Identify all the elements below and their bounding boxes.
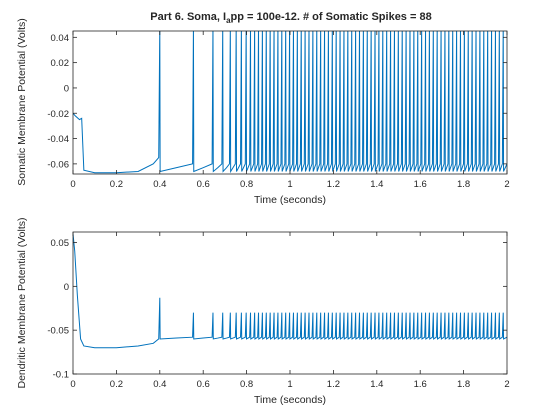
soma-ticks: 0 0.2 0.4 0.6 0.8 1 1.2 1.4 1.6 1.8 2 -0.06 -0.04 -0.… — [47, 31, 510, 190]
soma-x-tick-label: 1.2 — [327, 179, 340, 190]
dendrite-x-tick-label: 1 — [287, 379, 292, 390]
soma-y-tick-label: -0.04 — [47, 134, 69, 145]
dendrite-x-tick-label: 1.6 — [414, 379, 427, 390]
dendrite-ticks: 0 0.2 0.4 0.6 0.8 1 1.2 1.4 1.6 1.8 2 -0.1 -0.05 0 0.0… — [47, 232, 510, 390]
dendrite-x-tick-label: 0.6 — [197, 379, 210, 390]
dendrite-x-tick-label: 0.4 — [153, 379, 166, 390]
dendrite-x-tick-label: 1.2 — [327, 379, 340, 390]
soma-y-tick-label: 0 — [64, 83, 69, 94]
dendrite-x-tick-label: 1.8 — [457, 379, 470, 390]
dendrite-y-tick-label: 0 — [64, 282, 69, 293]
soma-y-axis-label: Somatic Membrane Potential (Volts) — [16, 18, 28, 186]
dendrite-x-tick-label: 2 — [504, 379, 509, 390]
soma-x-tick-label: 0.4 — [153, 179, 166, 190]
dendrite-y-axis-label: Dendritic Membrane Potential (Volts) — [16, 218, 28, 389]
dendrite-x-tick-label: 0.8 — [240, 379, 253, 390]
dendrite-x-tick-label: 0 — [70, 379, 75, 390]
dendrite-panel: 0 0.2 0.4 0.6 0.8 1 1.2 1.4 1.6 1.8 2 -0.1 -0.05 0 0.0… — [16, 218, 510, 407]
title-subscript: a — [226, 16, 231, 25]
dendrite-y-tick-label: 0.05 — [51, 238, 70, 249]
dendrite-x-tick-label: 1.4 — [370, 379, 383, 390]
soma-y-tick-label: 0.02 — [51, 58, 70, 69]
soma-x-tick-label: 0 — [70, 179, 75, 190]
soma-x-tick-label: 1.6 — [414, 179, 427, 190]
soma-y-tick-label: -0.02 — [47, 109, 69, 120]
dendrite-x-tick-label: 0.2 — [110, 379, 123, 390]
soma-x-tick-label: 0.2 — [110, 179, 123, 190]
dendrite-plot-area — [73, 232, 507, 374]
soma-voltage-trace — [73, 31, 507, 174]
soma-y-tick-label: -0.06 — [47, 159, 69, 170]
soma-x-tick-label: 1.8 — [457, 179, 470, 190]
soma-panel: 0 0.2 0.4 0.6 0.8 1 1.2 1.4 1.6 1.8 2 -0.06 -0.04 -0.… — [16, 18, 510, 206]
title-suffix: pp = 100e-12. # of Somatic Spikes = 88 — [231, 11, 432, 23]
dendrite-voltage-trace — [73, 233, 507, 349]
soma-x-tick-label: 1.4 — [370, 179, 383, 190]
dendrite-x-axis-label: Time (seconds) — [254, 394, 326, 406]
soma-x-axis-label: Time (seconds) — [254, 194, 326, 206]
chart-title: Part 6. Soma, Iapp = 100e-12. # of Somat… — [150, 11, 431, 25]
soma-x-tick-label: 1 — [287, 179, 292, 190]
dendrite-y-tick-label: -0.1 — [53, 370, 69, 381]
soma-x-tick-label: 0.8 — [240, 179, 253, 190]
title-prefix: Part 6. Soma, I — [150, 11, 226, 23]
dendrite-y-tick-label: -0.05 — [47, 326, 69, 337]
soma-y-tick-label: 0.04 — [51, 33, 70, 44]
soma-x-tick-label: 2 — [504, 179, 509, 190]
soma-x-tick-label: 0.6 — [197, 179, 210, 190]
